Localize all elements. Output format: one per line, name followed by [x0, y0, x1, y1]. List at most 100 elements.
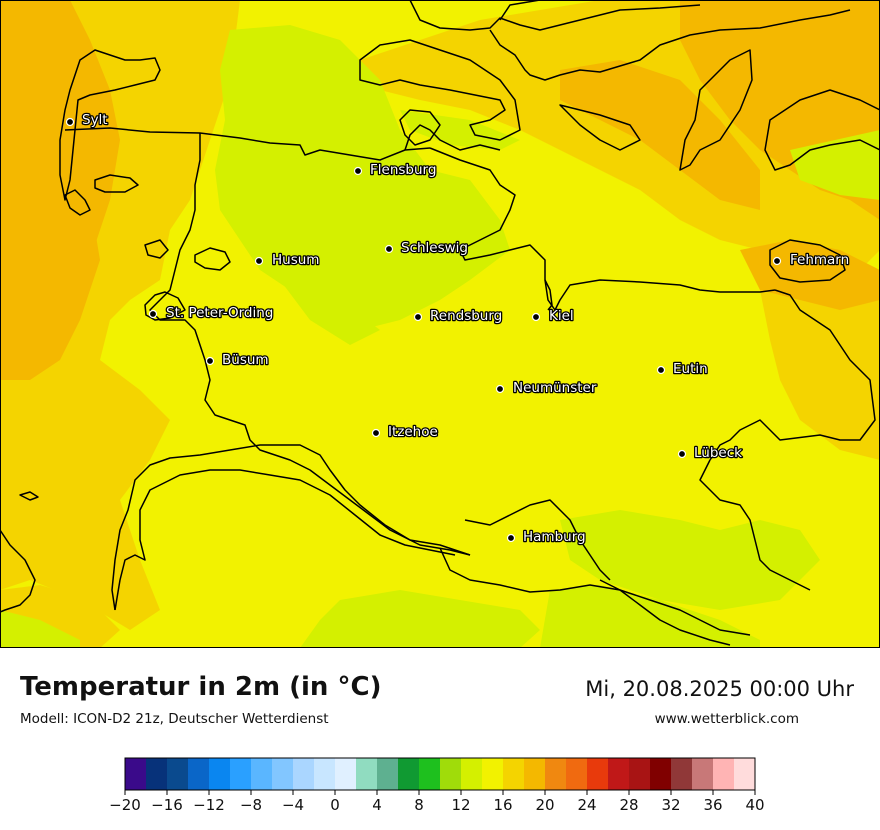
website-link[interactable]: www.wetterblick.com	[654, 711, 799, 727]
legend-swatch	[167, 758, 189, 790]
hamburg-border	[439, 547, 751, 636]
city-dot	[772, 256, 782, 266]
legend-swatch	[356, 758, 378, 790]
legend-swatch	[209, 758, 231, 790]
east-coast-2	[429, 147, 776, 311]
legend-swatch	[251, 758, 273, 790]
city-label: Eutin	[673, 361, 708, 377]
legend-tick-label: 32	[661, 796, 680, 814]
legend-swatch	[377, 758, 399, 790]
green-zone-north-strip	[400, 110, 520, 150]
legend-tick-label: 40	[745, 796, 764, 814]
border-line	[64, 127, 431, 161]
legend-swatch	[524, 758, 546, 790]
city-label: Büsum	[222, 352, 269, 368]
legend-tick-label: −12	[193, 796, 225, 814]
coastlines	[0, 0, 880, 646]
islands-northeast-3	[764, 89, 880, 171]
legend-swatch	[440, 758, 462, 790]
eckernfoerde-coast	[404, 124, 501, 151]
city-marker-rendsburg: Rendsburg	[413, 307, 504, 325]
sylt-coastline	[59, 49, 161, 201]
city-label: Sylt	[82, 112, 108, 128]
city-marker-neumuenster: Neumünster	[495, 379, 598, 397]
green-zone-north	[215, 25, 510, 330]
legend-swatch	[125, 758, 147, 790]
green-zone-south-b	[300, 590, 540, 648]
islands-northeast-2	[679, 49, 753, 171]
forecast-datetime: Mi, 20.08.2025 00:00 Uhr	[585, 677, 854, 701]
city-dot	[677, 449, 687, 459]
city-dot	[353, 166, 363, 176]
legend-tick-label: 4	[372, 796, 382, 814]
legend-tick-label: 12	[451, 796, 470, 814]
legend-frame	[124, 757, 756, 791]
legend-swatch	[230, 758, 252, 790]
city-label: Schleswig	[401, 240, 468, 256]
legend-tick-label: 20	[535, 796, 554, 814]
city-marker-luebeck: Lübeck	[677, 444, 743, 462]
legend-swatches	[124, 757, 756, 791]
legend-swatch	[293, 758, 315, 790]
city-dot	[254, 256, 264, 266]
city-label: Kiel	[549, 308, 574, 324]
city-dot	[371, 428, 381, 438]
legend-swatch	[692, 758, 714, 790]
legend-tick-label: 28	[619, 796, 638, 814]
west-coast	[149, 133, 471, 556]
green-zone-east-sea	[790, 130, 880, 200]
legend-swatch	[272, 758, 294, 790]
legend-swatch	[545, 758, 567, 790]
legend-swatch	[650, 758, 672, 790]
temperature-map: Sylt Flensburg Schleswig Husum Fehmarn S…	[0, 0, 880, 648]
city-label: Neumünster	[513, 380, 597, 396]
kiel-fjord	[544, 279, 553, 311]
eiderstedt	[144, 291, 186, 321]
legend-swatch	[713, 758, 735, 790]
northwest-island-2	[64, 189, 91, 216]
city-marker-schleswig: Schleswig	[384, 239, 469, 257]
northwest-island-1	[94, 174, 139, 193]
city-dot	[531, 312, 541, 322]
color-legend: −20 −16 −12 −8 −4 0 4 8 12 16 20 24 28 32 36 40	[109, 757, 765, 814]
city-marker-kiel: Kiel	[531, 307, 575, 325]
legend-tick-label: 24	[577, 796, 596, 814]
legend-swatch	[503, 758, 525, 790]
map-title: Temperatur in 2m (in °C)	[20, 672, 382, 702]
city-label: Itzehoe	[388, 424, 438, 440]
city-marker-eutin: Eutin	[656, 360, 709, 378]
orange-zone-northwest-sea	[0, 120, 100, 380]
legend-swatch	[629, 758, 651, 790]
city-marker-itzehoe: Itzehoe	[371, 423, 439, 441]
legend-swatch	[146, 758, 168, 790]
city-label: Lübeck	[694, 445, 742, 461]
green-zone-south	[560, 510, 820, 610]
legend-tick-label: 16	[493, 796, 512, 814]
city-dot	[413, 312, 423, 322]
city-dot	[65, 117, 75, 127]
legend-swatch	[734, 758, 756, 790]
legend-swatch	[419, 758, 441, 790]
city-marker-hamburg: Hamburg	[506, 528, 587, 546]
fehmarn-coastline	[769, 239, 846, 283]
city-label: Hamburg	[523, 529, 586, 545]
alsen-island	[399, 109, 441, 146]
city-marker-flensburg: Flensburg	[353, 161, 438, 179]
east-coast-1	[359, 39, 521, 141]
green-zone-south-c	[540, 585, 760, 648]
city-dot	[656, 365, 666, 375]
model-info: Modell: ICON-D2 21z, Deutscher Wetterdie…	[20, 711, 329, 727]
legend-tick-label: −16	[151, 796, 183, 814]
legend-swatch	[398, 758, 420, 790]
city-dot	[205, 356, 215, 366]
southwest-coast	[0, 529, 36, 613]
city-dot	[384, 244, 394, 254]
legend-tick-label: 36	[703, 796, 722, 814]
legend-tick-label: 0	[330, 796, 340, 814]
legend-swatch	[566, 758, 588, 790]
green-zone-north-b	[280, 280, 380, 345]
legend-swatch	[188, 758, 210, 790]
legend-swatch	[587, 758, 609, 790]
city-marker-fehmarn: Fehmarn	[772, 251, 850, 269]
green-zone-southwest	[0, 610, 80, 648]
